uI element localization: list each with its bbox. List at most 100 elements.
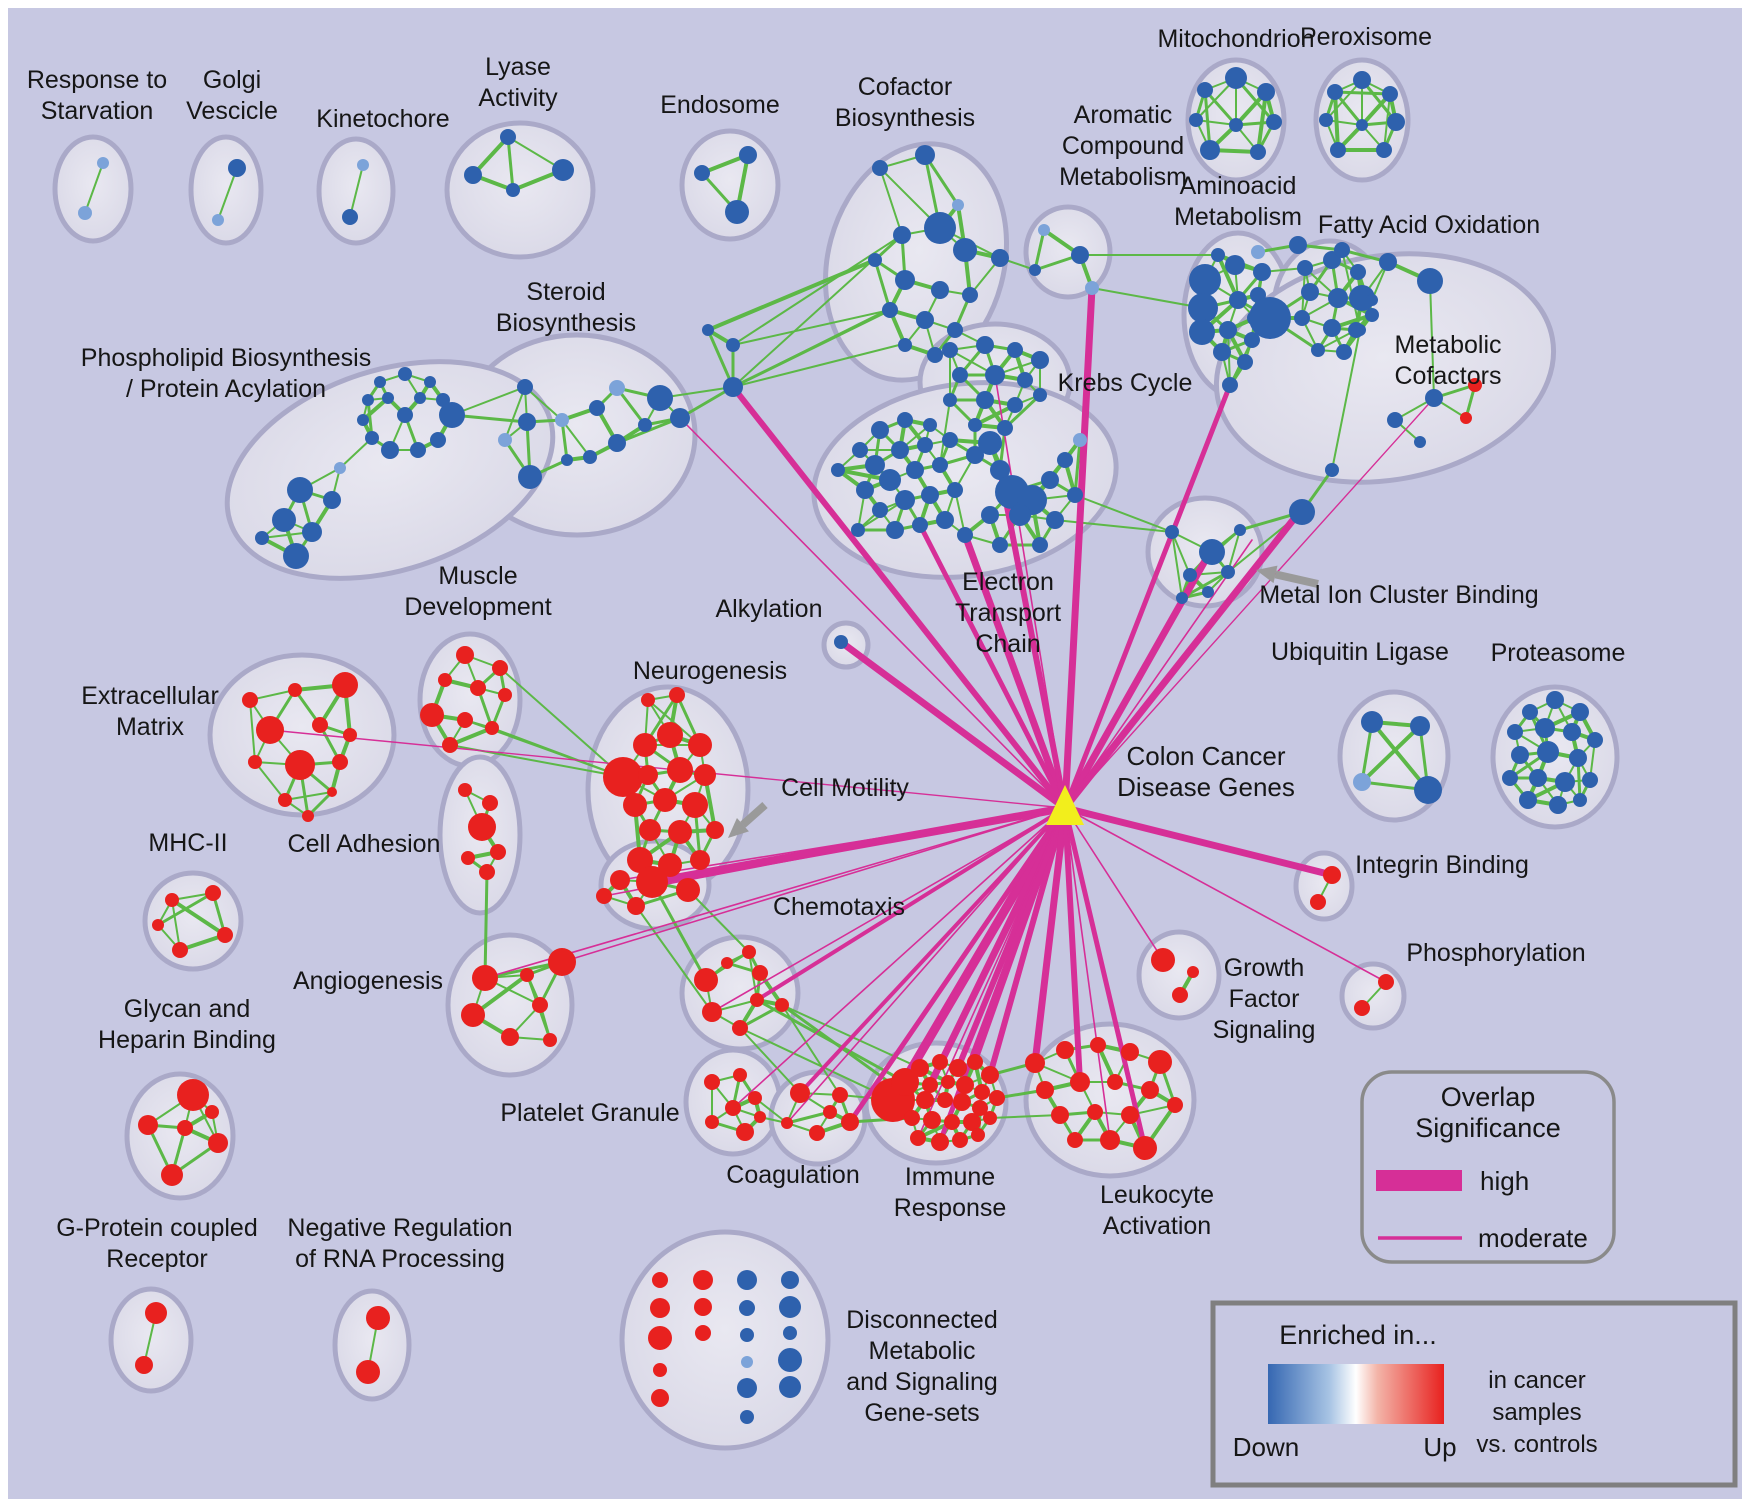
cluster-edge-steroid-biosynthesis	[524, 386, 563, 421]
cluster-edge-steroid-biosynthesis	[504, 386, 526, 441]
gene-set-node-extracellular-matrix	[332, 754, 348, 770]
gene-set-node-leukocyte-activation	[1100, 1130, 1120, 1150]
legend-overlap-title-line: Overlap	[1441, 1082, 1536, 1112]
gene-set-node-immune-response	[923, 1111, 941, 1129]
cluster-label-steroid-biosynthesis-line: Biosynthesis	[496, 309, 636, 337]
gene-set-node-cofactor-biosynthesis	[924, 212, 956, 244]
gene-set-node-metabolic-cofactors	[1289, 499, 1315, 525]
cluster-label-fatty-acid-oxidation-line: Fatty Acid Oxidation	[1318, 211, 1540, 239]
gene-set-node-immune-response	[941, 1075, 955, 1089]
cluster-bubble-extracellular-matrix	[207, 652, 397, 818]
gene-set-node-angiogenesis	[461, 1003, 485, 1027]
gene-set-node-cofactor-biosynthesis	[726, 338, 740, 352]
gene-set-node-phosphorylation	[1378, 974, 1394, 990]
gene-set-node-electron-transport-chain	[912, 517, 928, 533]
gene-set-node-krebs-cycle	[1017, 372, 1033, 388]
gene-set-node-leukocyte-activation	[1090, 1037, 1106, 1053]
gene-set-node-proteasome	[1563, 723, 1581, 741]
gene-set-node-mhc-ii	[217, 927, 233, 943]
inter-cluster-edge	[451, 386, 526, 416]
gene-set-node-cofactor-biosynthesis	[895, 270, 915, 290]
cluster-label-metabolic-cofactors-line: Metabolic	[1395, 331, 1502, 359]
legend-overlap-significance: high moderate	[1360, 1070, 1616, 1264]
gene-set-node-ubiquitin-ligase	[1361, 711, 1383, 733]
cluster-label-glycan-heparin-binding: Glycan and Heparin Binding	[98, 995, 276, 1054]
cluster-edge-metal-ion-cluster-binding	[1171, 531, 1183, 599]
gene-set-node-disconnected-gene-sets	[779, 1296, 801, 1318]
overlap-edge-high	[798, 806, 1067, 1095]
hub-label-line: Colon Cancer	[1127, 741, 1286, 771]
gene-set-node-fatty-acid-oxidation	[1301, 283, 1319, 301]
cluster-edge-cofactor-biosynthesis	[731, 308, 892, 389]
gene-set-node-cell-motility	[636, 866, 668, 898]
cluster-edge-peroxisome	[1333, 90, 1392, 96]
inter-cluster-edge	[499, 667, 624, 778]
cluster-label-aminoacid-metabolism-line: Aminoacid	[1180, 172, 1297, 200]
hub-label-line: Disease Genes	[1117, 772, 1295, 802]
gene-set-node-electron-transport-chain	[1067, 487, 1083, 503]
gene-set-node-glycan-heparin-binding	[177, 1079, 209, 1111]
gene-set-node-proteasome	[1511, 746, 1529, 764]
gene-set-node-immune-response	[904, 1110, 920, 1126]
gene-set-node-metal-ion-cluster-binding	[1165, 525, 1179, 539]
gene-set-node-metal-ion-cluster-binding	[1183, 568, 1197, 582]
gene-set-node-metabolic-cofactors	[1387, 412, 1403, 428]
cluster-edge-ubiquitin-ligase	[1370, 720, 1430, 792]
gene-set-node-metal-ion-cluster-binding	[1202, 586, 1214, 598]
gene-set-node-aminoacid-metabolism	[1189, 264, 1221, 296]
cluster-label-mhc-ii-line: MHC-II	[148, 829, 227, 857]
gene-set-node-muscle-development	[438, 673, 452, 687]
gene-set-node-fatty-acid-oxidation	[1294, 310, 1310, 326]
gene-set-node-krebs-cycle	[1031, 351, 1049, 369]
gene-set-node-krebs-cycle	[942, 342, 958, 358]
gene-set-node-platelet-granule	[704, 1074, 720, 1090]
gene-set-node-proteasome	[1522, 704, 1538, 720]
inter-cluster-edge	[678, 385, 735, 420]
gene-set-node-aromatic-compound-metabolism	[1029, 264, 1041, 276]
gene-set-node-extracellular-matrix	[256, 716, 284, 744]
gene-set-node-metabolic-cofactors	[1417, 268, 1443, 294]
gene-set-node-cofactor-biosynthesis	[947, 322, 963, 338]
gene-set-node-angiogenesis	[501, 1028, 519, 1046]
gene-set-node-immune-response	[916, 1091, 934, 1109]
cluster-label-proteasome: Proteasome	[1491, 639, 1626, 667]
gene-set-node-electron-transport-chain	[897, 412, 913, 428]
gene-set-node-immune-response	[944, 1114, 960, 1130]
cluster-label-aminoacid-metabolism: Aminoacid Metabolism	[1174, 172, 1302, 231]
overlap-edge-moderate	[679, 417, 1066, 809]
gene-set-node-extracellular-matrix	[288, 683, 302, 697]
gene-set-node-electron-transport-chain	[990, 460, 1010, 480]
gene-set-node-immune-response	[971, 1128, 985, 1142]
cluster-label-kinetochore-line: Kinetochore	[316, 105, 449, 133]
gene-set-node-metabolic-cofactors	[1379, 253, 1397, 271]
gene-set-node-electron-transport-chain	[966, 446, 984, 464]
gene-set-node-disconnected-gene-sets	[653, 1363, 667, 1377]
legend-enriched-in: Enriched in... Down Up in cancer samples vs. …	[1210, 1300, 1738, 1488]
legend-enriched-box	[1210, 1300, 1738, 1488]
cluster-label-response-to-starvation: Response to Starvation	[27, 66, 167, 125]
cluster-edge-peroxisome	[1333, 90, 1340, 152]
gene-set-node-leukocyte-activation	[1025, 1053, 1045, 1073]
gene-set-node-aminoacid-metabolism	[1189, 319, 1215, 345]
gene-set-node-coagulation	[809, 1125, 825, 1141]
cluster-edge-mhc-ii	[170, 898, 227, 937]
gene-set-node-leukocyte-activation	[1036, 1081, 1054, 1099]
cluster-edge-metal-ion-cluster-binding	[1227, 529, 1241, 573]
gene-set-node-phospholipid-biosynthesis	[398, 367, 412, 381]
cluster-label-cofactor-biosynthesis-line: Biosynthesis	[835, 104, 975, 132]
gene-set-node-metabolic-cofactors	[1289, 236, 1307, 254]
gene-set-node-disconnected-gene-sets	[741, 1356, 753, 1368]
gene-set-node-phospholipid-biosynthesis	[382, 392, 394, 404]
inter-cluster-edge	[687, 889, 750, 953]
gene-set-node-krebs-cycle	[1007, 342, 1023, 358]
gene-set-node-angiogenesis	[520, 968, 534, 982]
gene-set-node-kinetochore	[342, 209, 358, 225]
gene-set-node-steroid-biosynthesis	[518, 465, 542, 489]
cluster-label-steroid-biosynthesis-line: Steroid	[526, 278, 605, 306]
gene-set-node-neurogenesis	[682, 792, 708, 818]
gene-set-node-leukocyte-activation	[1148, 1050, 1172, 1074]
cluster-edge-electron-transport-chain	[1073, 438, 1082, 497]
gene-set-node-cofactor-biosynthesis	[953, 238, 977, 262]
